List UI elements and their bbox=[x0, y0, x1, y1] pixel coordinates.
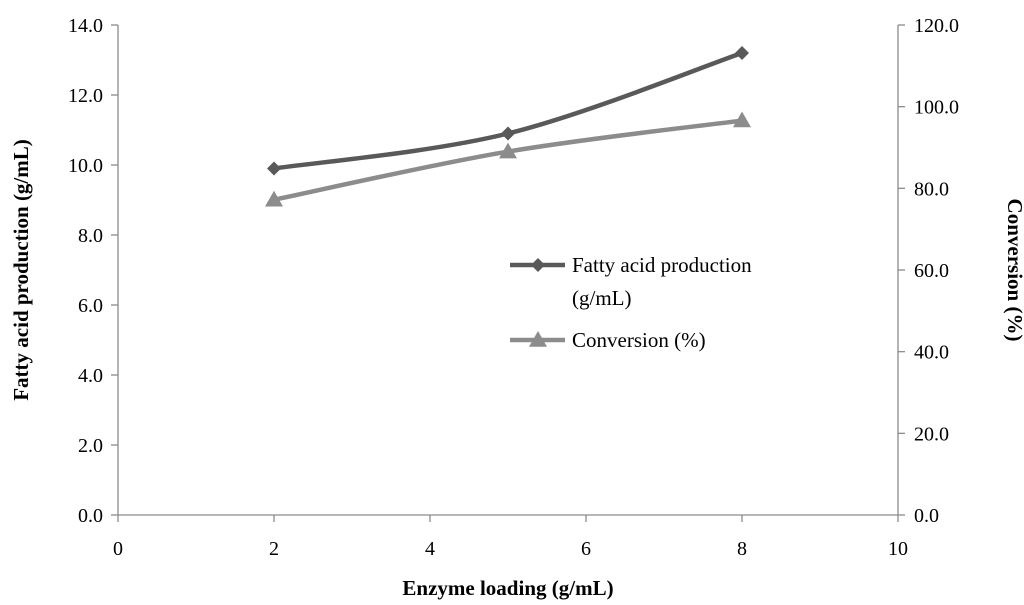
legend-marker bbox=[531, 258, 545, 272]
x-tick-label: 2 bbox=[269, 538, 279, 560]
legend-label: (g/mL) bbox=[572, 286, 631, 310]
right-y-tick-label: 100.0 bbox=[914, 97, 959, 119]
left-y-tick-label: 4.0 bbox=[78, 365, 103, 387]
right-y-tick-label: 0.0 bbox=[914, 505, 939, 527]
left-y-axis-ticks: 0.0 2.0 4.0 6.0 8.0 10.0 12.0 14.0 bbox=[68, 15, 118, 527]
legend: Fatty acid production (g/mL) Conversion (%… bbox=[510, 253, 752, 352]
legend-item: Fatty acid production (g/mL) bbox=[510, 253, 752, 310]
right-y-tick-label: 40.0 bbox=[914, 342, 949, 364]
series-layer bbox=[265, 46, 751, 207]
x-tick-label: 0 bbox=[113, 538, 123, 560]
right-y-tick-label: 60.0 bbox=[914, 260, 949, 282]
x-tick-label: 10 bbox=[888, 538, 908, 560]
series-point bbox=[267, 161, 281, 176]
legend-item: Conversion (%) bbox=[510, 328, 706, 352]
series-point bbox=[735, 46, 749, 60]
legend-label: Fatty acid production bbox=[572, 253, 752, 277]
legend-label: Conversion (%) bbox=[572, 328, 706, 352]
x-axis-ticks: 0 2 4 6 8 10 bbox=[113, 515, 908, 560]
left-y-tick-label: 14.0 bbox=[68, 15, 103, 37]
right-y-tick-label: 120.0 bbox=[914, 15, 959, 37]
series-2 bbox=[265, 111, 751, 207]
x-axis-title: Enzyme loading (g/mL) bbox=[402, 576, 613, 600]
left-y-tick-label: 10.0 bbox=[68, 155, 103, 177]
series-point bbox=[265, 190, 283, 207]
right-y-axis-title: Conversion (%) bbox=[1003, 199, 1024, 342]
legend-marker bbox=[529, 331, 547, 347]
series-point bbox=[501, 126, 515, 141]
right-y-tick-label: 80.0 bbox=[914, 178, 949, 200]
series-point bbox=[733, 111, 751, 128]
right-y-axis-ticks: 0.0 20.0 40.0 60.0 80.0 100.0 120.0 bbox=[898, 15, 959, 527]
left-y-tick-label: 2.0 bbox=[78, 435, 103, 457]
left-y-axis-title: Fatty acid production (g/mL) bbox=[9, 139, 33, 401]
chart-axes bbox=[117, 25, 899, 516]
series-point bbox=[499, 142, 517, 159]
left-y-tick-label: 0.0 bbox=[78, 505, 103, 527]
series-1 bbox=[267, 46, 749, 176]
right-y-tick-label: 20.0 bbox=[914, 423, 949, 445]
left-y-tick-label: 12.0 bbox=[68, 85, 103, 107]
left-y-tick-label: 8.0 bbox=[78, 225, 103, 247]
x-tick-label: 6 bbox=[581, 538, 591, 560]
left-y-tick-label: 6.0 bbox=[78, 295, 103, 317]
x-tick-label: 8 bbox=[737, 538, 747, 560]
x-tick-label: 4 bbox=[425, 538, 435, 560]
